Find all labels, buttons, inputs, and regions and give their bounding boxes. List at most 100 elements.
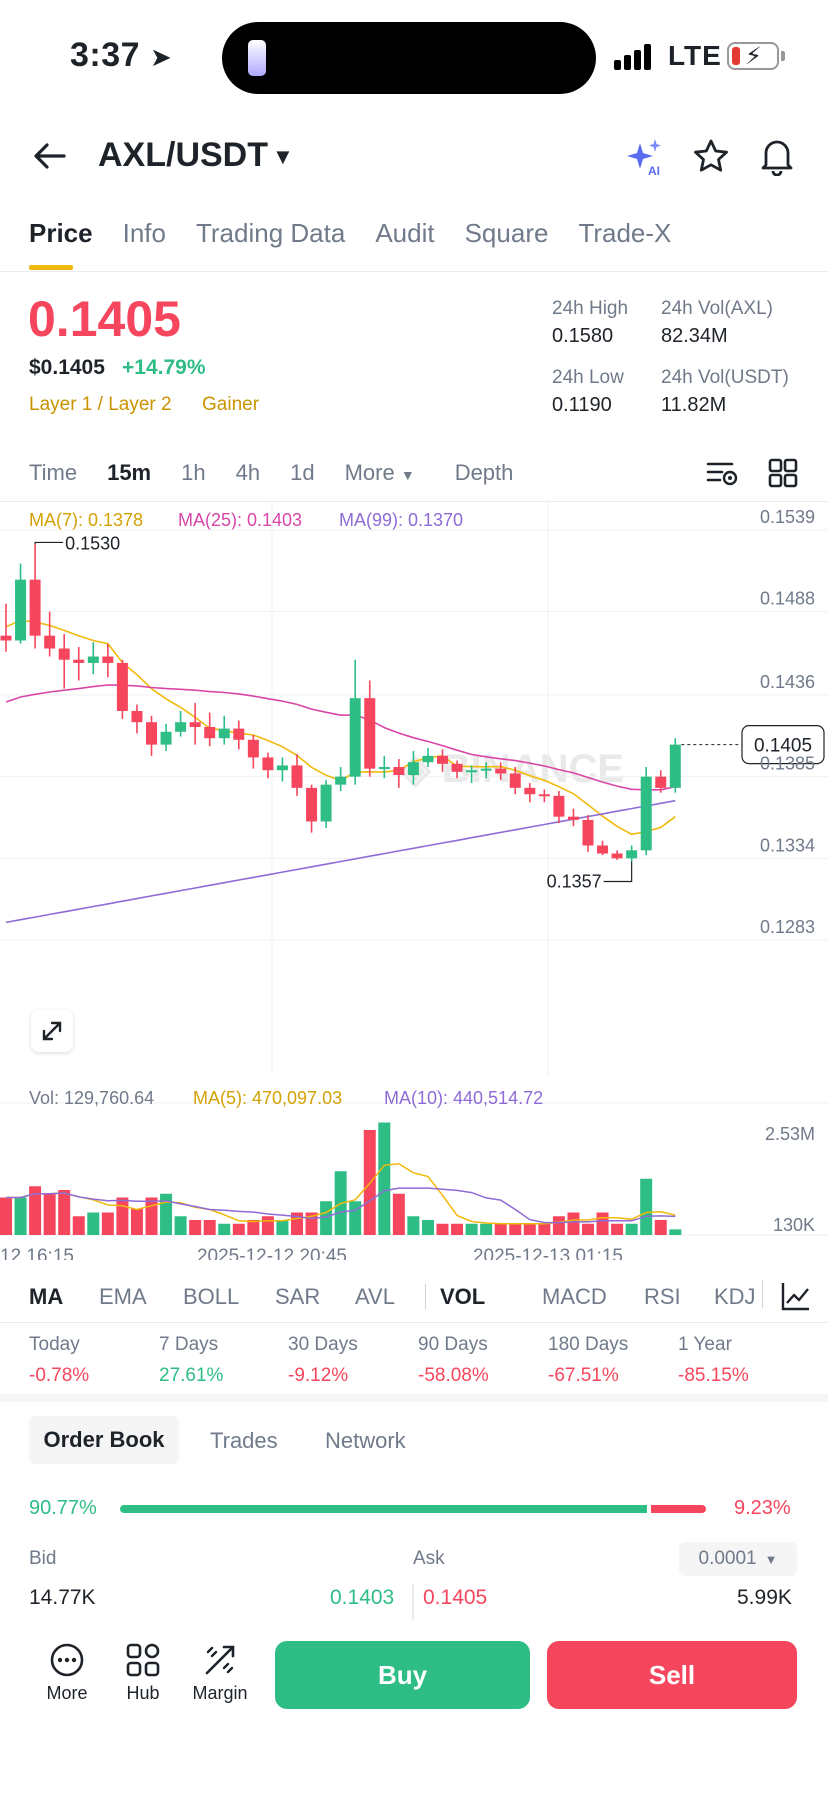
dynamic-island [222, 22, 596, 94]
ind-ema[interactable]: EMA [99, 1284, 147, 1309]
candle-body [597, 845, 609, 854]
volume-bar [654, 1220, 667, 1235]
vol-tick-label: 2.53M [765, 1124, 815, 1144]
high-marker-label: 0.1530 [65, 533, 120, 553]
candle-body [349, 698, 361, 777]
bid-quantity: 14.77K [29, 1586, 96, 1609]
candle-body [378, 767, 390, 770]
y-tick-label: 0.1488 [760, 589, 815, 609]
ind-avl[interactable]: AVL [355, 1284, 395, 1309]
last-price-label: 0.1405 [754, 736, 812, 757]
sell-button[interactable]: Sell [547, 1641, 797, 1709]
ask-price[interactable]: 0.1405 [423, 1586, 488, 1609]
tab-info[interactable]: Info [122, 218, 166, 248]
candle-body [567, 816, 579, 820]
category-tag[interactable]: Layer 1 / Layer 2 [29, 394, 172, 415]
candle-body [116, 662, 128, 711]
interval-more[interactable]: More ▼ [344, 460, 415, 485]
bell-icon[interactable] [758, 136, 796, 176]
caret-down-icon: ▼ [764, 1551, 778, 1567]
candle-body [538, 794, 550, 797]
candle-body [640, 776, 652, 851]
grid-layout-icon[interactable] [768, 458, 798, 488]
nav-margin[interactable]: Margin [175, 1642, 265, 1704]
ind-macd[interactable]: MACD [542, 1284, 607, 1309]
volume-bar [523, 1223, 536, 1235]
low-value: 0.1190 [552, 394, 612, 416]
ask-quantity: 5.99K [737, 1586, 792, 1609]
pair-title[interactable]: AXL/USDT [98, 136, 268, 174]
interval-depth[interactable]: Depth [454, 460, 514, 485]
vol-ma5-legend: MA(5): 470,097.03 [193, 1088, 343, 1108]
candle-body [160, 731, 172, 745]
candle-body [626, 850, 638, 859]
tab-trades[interactable]: Trades [210, 1428, 278, 1453]
back-arrow-icon[interactable] [32, 138, 68, 174]
candle-body [247, 739, 259, 758]
tab-square[interactable]: Square [464, 218, 549, 248]
vol-legend: Vol: 129,760.64 [29, 1088, 155, 1108]
tab-network[interactable]: Network [325, 1428, 406, 1453]
caret-down-icon[interactable]: ▼ [272, 144, 294, 169]
high-value: 0.1580 [552, 325, 614, 347]
interval-1h[interactable]: 1h [181, 460, 206, 485]
ind-sar[interactable]: SAR [275, 1284, 321, 1309]
tab-order-book[interactable]: Order Book [29, 1416, 179, 1464]
volume-bar [160, 1193, 173, 1235]
ind-vol[interactable]: VOL [440, 1284, 486, 1309]
volume-bar [203, 1220, 216, 1235]
volume-bar [596, 1212, 609, 1235]
volume-bar [669, 1229, 682, 1235]
ai-sparkle-icon[interactable]: AI [624, 137, 666, 177]
perf-value: 27.61% [159, 1365, 224, 1386]
precision-select[interactable]: 0.0001 ▼ [679, 1542, 797, 1576]
ind-kdj[interactable]: KDJ [714, 1284, 756, 1309]
volume-bar [349, 1201, 362, 1235]
nav-hub[interactable]: Hub [98, 1642, 188, 1704]
perf-value: -58.08% [418, 1365, 489, 1386]
tab-trading-data[interactable]: Trading Data [195, 218, 346, 248]
volume-bar [465, 1223, 478, 1235]
ind-rsi[interactable]: RSI [644, 1284, 681, 1309]
ask-ratio-bar [651, 1505, 706, 1513]
volume-bar [552, 1216, 565, 1235]
battery-icon: ⚡ [727, 42, 779, 70]
ma7-legend: MA(7): 0.1378 [29, 510, 144, 530]
perf-label: 7 Days [159, 1334, 219, 1355]
candle-body [451, 763, 463, 772]
bid-label: Bid [29, 1548, 57, 1569]
favorite-star-icon[interactable] [692, 138, 730, 176]
volume-bar [29, 1186, 42, 1235]
hub-icon [126, 1643, 160, 1677]
volume-bar [0, 1197, 12, 1235]
interval-15m[interactable]: 15m [107, 460, 152, 485]
candle-body [189, 722, 201, 727]
vol-usdt-label: 24h Vol(USDT) [661, 367, 789, 388]
candle-body [204, 726, 216, 739]
tab-trade-x[interactable]: Trade-X [578, 218, 672, 248]
vol-usdt-value: 11.82M [661, 394, 727, 416]
interval-4h[interactable]: 4h [235, 460, 261, 485]
chart-settings-icon[interactable] [706, 458, 738, 488]
ind-boll[interactable]: BOLL [183, 1284, 240, 1309]
tab-audit[interactable]: Audit [375, 218, 435, 248]
buy-button[interactable]: Buy [275, 1641, 530, 1709]
bid-price[interactable]: 0.1403 [330, 1586, 395, 1609]
tab-active-indicator [29, 265, 73, 270]
ind-ma[interactable]: MA [29, 1284, 64, 1309]
fullscreen-button[interactable] [31, 1010, 73, 1052]
gainer-tag[interactable]: Gainer [202, 394, 260, 415]
candle-body [306, 787, 318, 822]
candle-body [524, 787, 536, 795]
interval-1d[interactable]: 1d [290, 460, 315, 485]
status-time: 3:37 ➤ [70, 36, 173, 74]
candle-body [58, 648, 70, 660]
svg-text:AI: AI [648, 164, 660, 177]
nav-more[interactable]: More [22, 1642, 112, 1704]
caret-down-icon: ▼ [400, 467, 415, 483]
indicator-settings-icon[interactable] [780, 1280, 812, 1312]
candle-body [407, 762, 419, 776]
tab-price[interactable]: Price [29, 218, 93, 248]
interval-time[interactable]: Time [29, 460, 78, 485]
